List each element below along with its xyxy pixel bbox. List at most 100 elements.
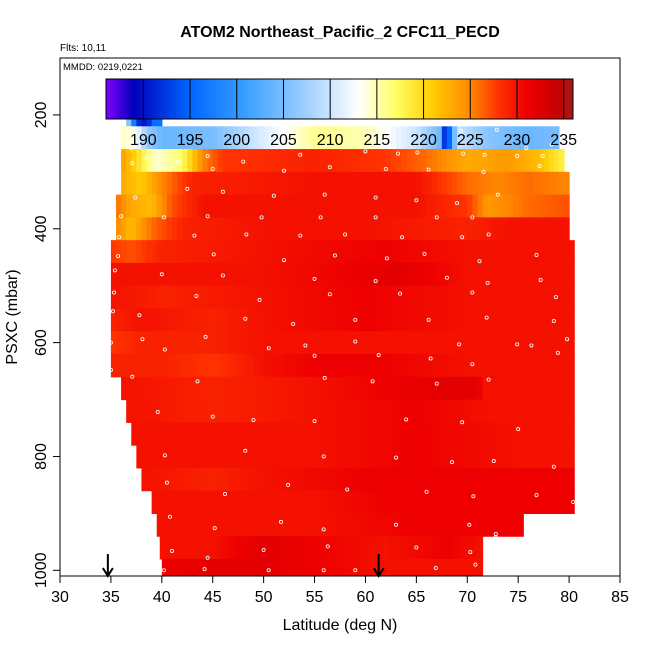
heatmap-cell — [533, 331, 540, 355]
heatmap-cell — [365, 376, 372, 401]
heatmap-cell — [533, 217, 540, 241]
heatmap-cell — [268, 467, 275, 492]
heatmap-cell — [215, 536, 222, 560]
heatmap-cell — [355, 194, 361, 218]
heatmap-cell — [472, 376, 479, 401]
x-tick-label: 75 — [509, 589, 527, 606]
sample-point — [363, 149, 368, 154]
heatmap-cell — [414, 536, 421, 560]
heatmap-cell — [492, 490, 499, 514]
heatmap-cell — [446, 354, 453, 378]
heatmap-cell — [508, 149, 514, 173]
heatmap-cell — [543, 217, 550, 241]
heatmap-cell — [233, 217, 239, 241]
sample-point — [461, 151, 466, 156]
heatmap-cell — [146, 376, 153, 401]
heatmap-cell — [337, 536, 344, 560]
heatmap-cell — [426, 354, 433, 378]
heatmap-cell — [294, 399, 300, 423]
heatmap-cell — [350, 126, 356, 150]
heatmap-cell — [136, 354, 143, 378]
colorbar-tick-label: 230 — [504, 132, 531, 149]
heatmap-cell — [370, 126, 377, 150]
heatmap-cell — [263, 171, 270, 196]
sample-point — [481, 169, 486, 174]
heatmap-cell — [452, 262, 458, 287]
heatmap-cell — [360, 194, 367, 218]
heatmap-cell — [151, 262, 158, 287]
heatmap-cell — [287, 536, 293, 560]
heatmap-cell — [355, 285, 361, 310]
heatmap-cell — [441, 308, 448, 332]
heatmap-cell — [406, 558, 412, 576]
heatmap-cell — [564, 399, 570, 423]
heatmap-cell — [523, 467, 529, 492]
heatmap-cell — [497, 194, 504, 218]
heatmap-cell — [146, 194, 153, 218]
heatmap-cell — [345, 308, 351, 332]
heatmap-cell — [253, 149, 260, 173]
heatmap-cell — [304, 171, 311, 196]
heatmap-cell — [334, 399, 341, 423]
heatmap-cell — [416, 513, 423, 537]
heatmap-cell — [441, 467, 448, 492]
heatmap-cell — [131, 217, 137, 241]
heatmap-cell — [416, 467, 423, 492]
heatmap-cell — [487, 285, 494, 310]
heatmap-cell — [334, 262, 341, 287]
heatmap-cell — [553, 194, 560, 218]
heatmap-cell — [202, 262, 209, 287]
heatmap-cell — [273, 467, 280, 492]
heatmap-cell — [217, 422, 224, 446]
sample-point — [396, 151, 401, 156]
colorbar-cell — [495, 79, 499, 119]
heatmap-cell — [329, 217, 336, 241]
heatmap-cell — [365, 285, 372, 310]
heatmap-cell — [126, 308, 132, 332]
heatmap-cell — [477, 558, 484, 576]
heatmap-cell — [487, 376, 494, 401]
heatmap-cell — [268, 376, 275, 401]
heatmap-cell — [380, 399, 387, 423]
heatmap-cell — [243, 467, 249, 492]
y-tick-label: 400 — [33, 215, 50, 242]
heatmap-cell — [212, 490, 219, 514]
heatmap-cell — [248, 149, 255, 173]
heatmap-cell — [502, 354, 509, 378]
heatmap-cell — [253, 445, 260, 469]
heatmap-cell — [416, 171, 423, 196]
heatmap-cell — [502, 285, 509, 310]
heatmap-cell — [564, 467, 570, 492]
heatmap-cell — [156, 240, 163, 264]
heatmap-cell — [319, 217, 326, 241]
heatmap-cell — [299, 354, 305, 378]
heatmap-cell — [508, 308, 514, 332]
heatmap-cell — [533, 126, 540, 150]
sample-point — [470, 215, 475, 220]
sample-point — [244, 232, 249, 237]
heatmap-cell — [263, 490, 270, 514]
heatmap-cell — [212, 194, 219, 218]
colorbar-cell — [250, 79, 254, 119]
heatmap-cell — [390, 217, 397, 241]
heatmap-cell — [304, 354, 311, 378]
heatmap-cell — [151, 331, 158, 355]
heatmap-cell — [477, 354, 484, 378]
heatmap-cell — [258, 194, 265, 218]
colorbar-cell — [180, 79, 184, 119]
colorbar-cell — [570, 79, 574, 119]
sample-point — [210, 414, 215, 419]
heatmap-cell — [360, 558, 367, 576]
heatmap-cell — [439, 536, 446, 560]
colorbar-cell — [178, 79, 182, 119]
heatmap-cell — [314, 376, 321, 401]
heatmap-cell — [396, 467, 402, 492]
heatmap-cell — [207, 422, 214, 446]
heatmap-cell — [141, 194, 148, 218]
colorbar-cell — [367, 79, 371, 119]
colorbar-cell — [376, 79, 380, 119]
colorbar-cell — [353, 79, 357, 119]
heatmap-cell — [233, 376, 239, 401]
heatmap-cell — [401, 354, 407, 378]
heatmap-cell — [513, 354, 519, 378]
